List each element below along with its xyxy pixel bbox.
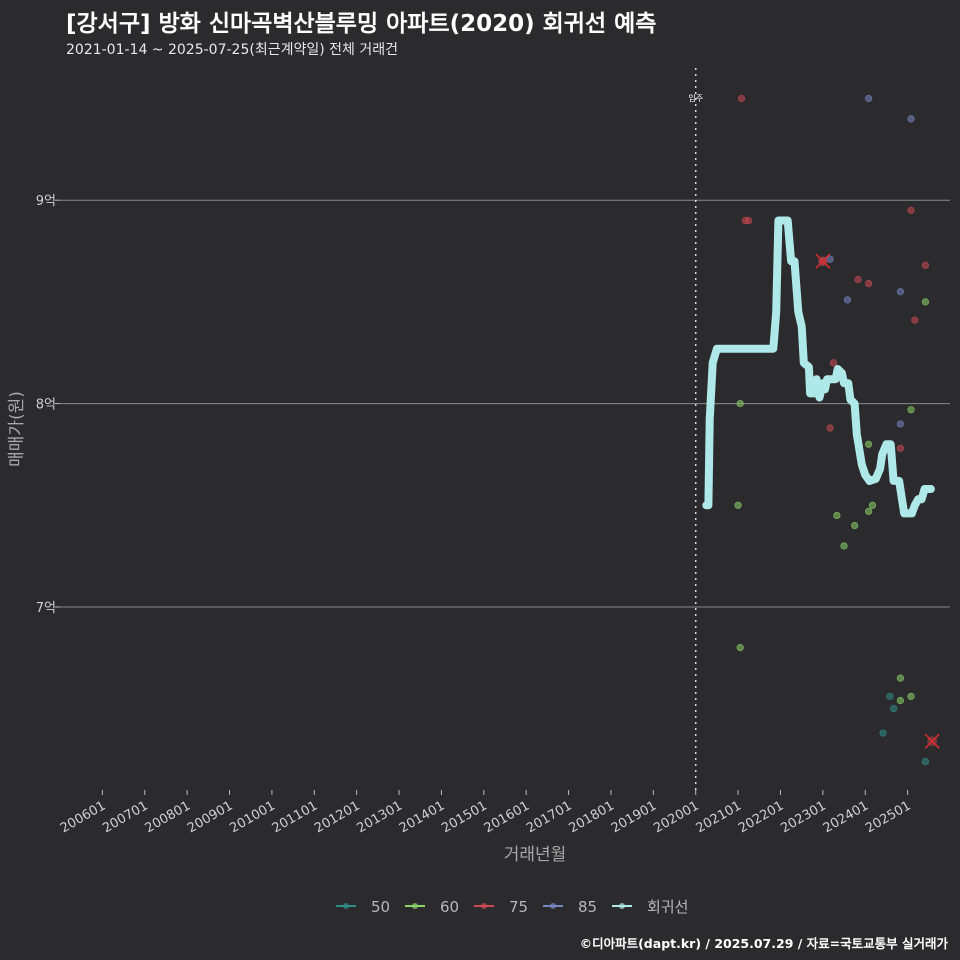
source-credit: ©디아파트(dapt.kr) / 2025.07.29 / 자료=국토교통부 실… (579, 936, 948, 951)
point-85 (907, 115, 915, 123)
legend-key-point (550, 903, 556, 909)
point-60 (736, 644, 744, 652)
y-axis-title: 매매가(원) (7, 391, 27, 467)
point-60 (734, 501, 742, 509)
legend-label: 60 (440, 898, 459, 916)
x-tick-label: 202401 (821, 798, 871, 836)
x-tick-label: 200901 (185, 798, 235, 836)
x-tick-label: 201601 (482, 798, 532, 836)
y-tick-label: 8억 (36, 398, 56, 413)
x-axis-title: 거래년월 (504, 845, 567, 865)
point-60 (907, 692, 915, 701)
x-tick-label: 202101 (694, 798, 744, 836)
legend-key-point (343, 903, 349, 909)
y-tick-label: 9억 (36, 194, 56, 209)
x-tick-label: 201501 (439, 798, 489, 836)
x-tick-label: 202301 (778, 798, 828, 836)
point-75 (737, 94, 746, 103)
legend-key-point (619, 903, 625, 909)
x-tick-label: 202001 (651, 798, 701, 836)
point-60 (868, 501, 877, 509)
point-60 (865, 440, 873, 448)
point-60 (896, 696, 905, 705)
x-tick-label: 201401 (397, 798, 447, 836)
x-tick-label: 201901 (609, 798, 659, 836)
x-tick-label: 201701 (524, 798, 574, 836)
point-75 (829, 359, 838, 367)
point-85 (865, 94, 873, 103)
legend-label: 50 (371, 898, 390, 916)
anomaly-cross (924, 733, 940, 749)
point-50 (879, 729, 887, 737)
legend-key-point (412, 903, 418, 909)
point-50 (921, 757, 930, 766)
point-60 (833, 511, 841, 520)
point-75 (907, 206, 915, 214)
y-tick-label: 7억 (36, 601, 56, 616)
point-60 (921, 298, 930, 306)
x-tick-label: 201101 (270, 798, 320, 836)
point-50 (886, 692, 894, 701)
move-in-label: 입주 (688, 94, 703, 103)
point-60 (851, 522, 859, 530)
point-85 (826, 255, 834, 263)
x-tick-label: 201301 (355, 798, 405, 836)
x-tick-label: 201001 (227, 798, 277, 836)
x-tick-label: 201201 (312, 798, 362, 836)
point-85 (896, 420, 905, 428)
point-75 (826, 424, 834, 432)
point-75 (854, 275, 862, 284)
legend-key-point (481, 903, 487, 909)
regression-line (702, 216, 935, 518)
point-60 (865, 507, 873, 515)
point-85 (843, 296, 852, 304)
point-60 (896, 674, 905, 682)
point-75 (745, 216, 753, 225)
point-75 (911, 316, 919, 324)
chart-title: [강서구] 방화 신마곡벽산블루밍 아파트(2020) 회귀선 예측 (66, 11, 657, 37)
x-tick-label: 200601 (58, 798, 108, 836)
chart-subtitle: 2021-01-14 ~ 2025-07-25(최근계약일) 전체 거래건 (66, 42, 398, 58)
legend-label: 회귀선 (647, 898, 688, 916)
x-tick-label: 202501 (863, 798, 913, 836)
anomaly-cross (815, 253, 831, 269)
point-60 (840, 542, 848, 550)
x-tick-label: 200801 (143, 798, 193, 836)
point-75 (921, 261, 930, 269)
point-75 (865, 279, 873, 288)
legend-label: 75 (509, 898, 528, 916)
x-tick-label: 200701 (100, 798, 150, 836)
point-60 (736, 399, 744, 408)
point-75 (896, 444, 905, 452)
point-60 (907, 406, 915, 414)
x-tick-label: 202201 (736, 798, 786, 836)
point-50 (890, 705, 898, 713)
legend-label: 85 (578, 898, 597, 916)
point-85 (896, 288, 905, 296)
x-tick-label: 201801 (566, 798, 616, 836)
